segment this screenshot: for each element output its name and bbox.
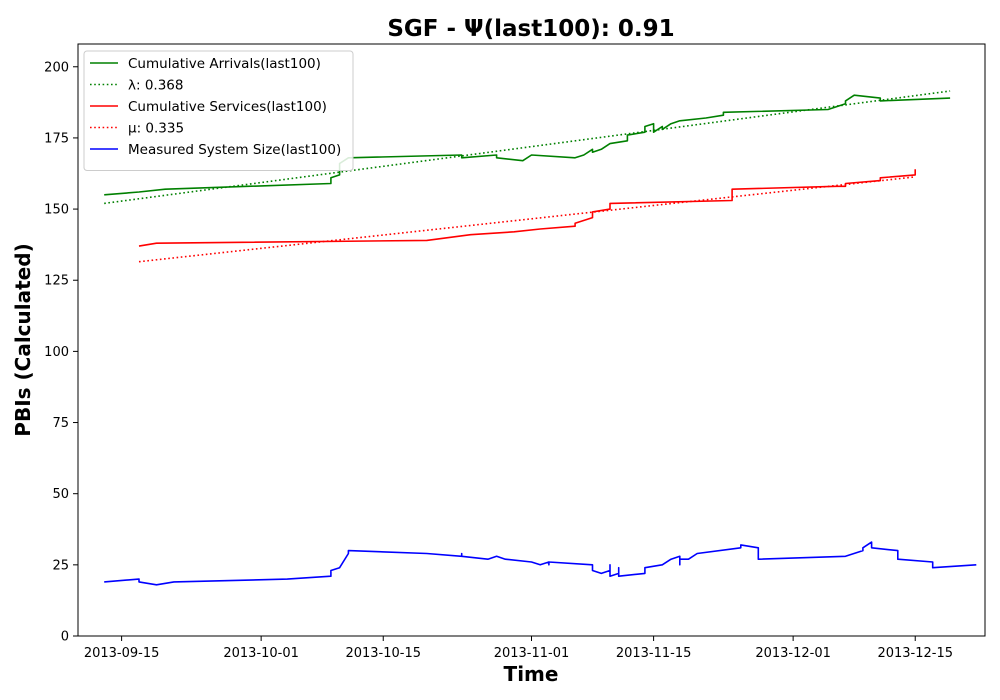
- y-axis-title: PBIs (Calculated): [11, 243, 35, 436]
- legend-label-2: Cumulative Services(last100): [128, 99, 327, 115]
- x-tick-label-4: 2013-11-15: [616, 646, 692, 661]
- legend-box: [83, 50, 354, 171]
- x-tick-label-6: 2013-12-15: [877, 646, 953, 661]
- series-line-4: [104, 541, 977, 586]
- x-tick-label-5: 2013-12-01: [755, 646, 831, 661]
- x-tick-label-0: 2013-09-15: [84, 646, 160, 661]
- y-tick-label-3: 75: [52, 416, 69, 431]
- y-tick-label-7: 175: [44, 131, 69, 146]
- series-line-1: [104, 90, 951, 205]
- y-tick-label-5: 125: [44, 274, 69, 289]
- y-tick-label-6: 150: [44, 203, 69, 218]
- series-line-2: [138, 169, 917, 247]
- y-tick-label-2: 50: [52, 487, 69, 502]
- chart-title: SGF - Ψ(last100): 0.91: [387, 16, 674, 42]
- series-line-3: [138, 176, 916, 263]
- legend: Cumulative Arrivals(last100) λ: 0.368 Cumu…: [83, 50, 354, 171]
- x-tick-label-1: 2013-10-01: [223, 646, 299, 661]
- y-tick-label-0: 0: [61, 630, 69, 645]
- y-tick-label-1: 25: [52, 558, 69, 573]
- legend-label-3: μ: 0.335: [128, 121, 184, 137]
- x-axis: 2013-09-15 2013-10-01 2013-10-15 2013-11-01…: [84, 636, 953, 661]
- x-tick-label-2: 2013-10-15: [345, 646, 421, 661]
- legend-label-0: Cumulative Arrivals(last100): [128, 56, 321, 72]
- legend-label-1: λ: 0.368: [128, 78, 183, 94]
- y-tick-label-8: 200: [44, 60, 69, 75]
- y-axis: 0 25 50 75 100 125 150 175 200: [44, 60, 78, 645]
- legend-label-4: Measured System Size(last100): [128, 142, 341, 158]
- x-axis-title: Time: [504, 662, 559, 686]
- y-tick-label-4: 100: [44, 345, 69, 360]
- x-tick-label-3: 2013-11-01: [494, 646, 570, 661]
